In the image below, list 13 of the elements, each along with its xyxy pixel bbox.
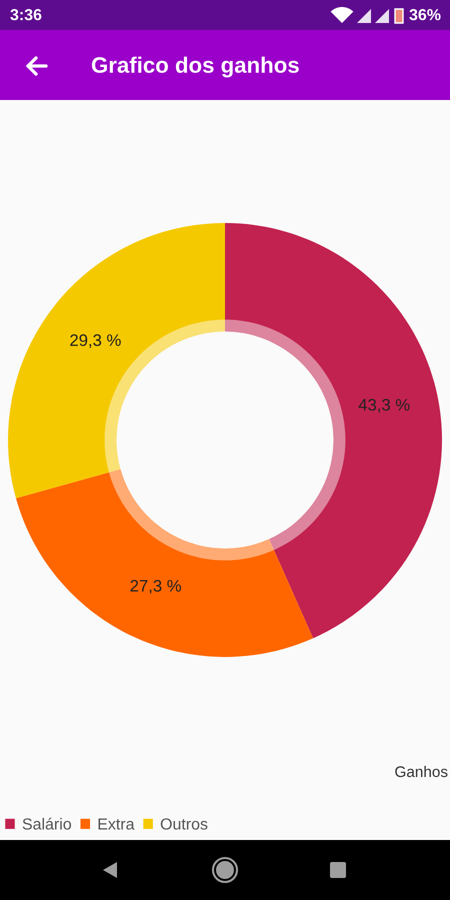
legend-label: Extra <box>98 818 135 830</box>
donut-slice <box>16 469 314 657</box>
legend-label: Salário <box>22 818 72 830</box>
donut-slice <box>8 223 225 498</box>
data-label: 27,3 % <box>130 580 181 594</box>
legend-label: Outros <box>160 818 208 830</box>
text: 3:36 <box>10 8 42 20</box>
text: Ganhos <box>395 766 448 778</box>
text: 36% <box>409 8 441 20</box>
data-label: 29,3 % <box>70 334 121 348</box>
data-label: 43,3 % <box>358 398 410 413</box>
chart-title: Grafico dos ganhos <box>92 56 299 78</box>
donut-slice <box>225 223 442 638</box>
